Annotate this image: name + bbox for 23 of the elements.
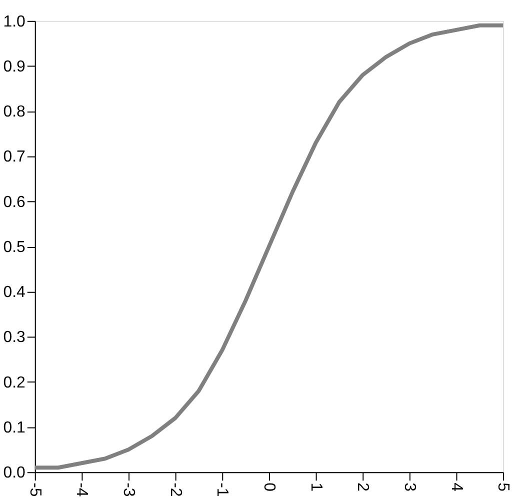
y-tick-label: 0.7 (3, 148, 26, 166)
y-tick-label: 0.5 (3, 238, 26, 256)
x-tick-label: 4 (448, 482, 465, 492)
x-tick-label: 1 (307, 482, 324, 492)
x-tick-label: 5 (494, 482, 512, 492)
x-tick-label: -1 (214, 482, 231, 497)
x-tick-label: -2 (166, 482, 184, 497)
x-tick-label: -5 (26, 482, 44, 497)
x-tick-label: 0 (260, 482, 278, 492)
y-tick-label: 0.4 (3, 284, 26, 302)
x-tick-label: -4 (73, 482, 90, 497)
y-tick-label: 0.3 (3, 329, 26, 346)
x-tick-label: -3 (120, 482, 138, 497)
x-tick-label: 2 (354, 482, 372, 492)
y-tick-label: 0.6 (3, 194, 26, 211)
line-series (32, 23, 506, 470)
x-tick-label: 3 (400, 482, 418, 492)
y-tick-label: 1.0 (3, 13, 26, 30)
y-tick-label: 0.8 (3, 104, 26, 121)
y-tick-label: 0.9 (3, 58, 26, 76)
y-tick-label: 0.0 (3, 464, 26, 482)
y-tick-label: 0.2 (3, 374, 26, 392)
y-tick-label: 0.1 (3, 420, 26, 436)
